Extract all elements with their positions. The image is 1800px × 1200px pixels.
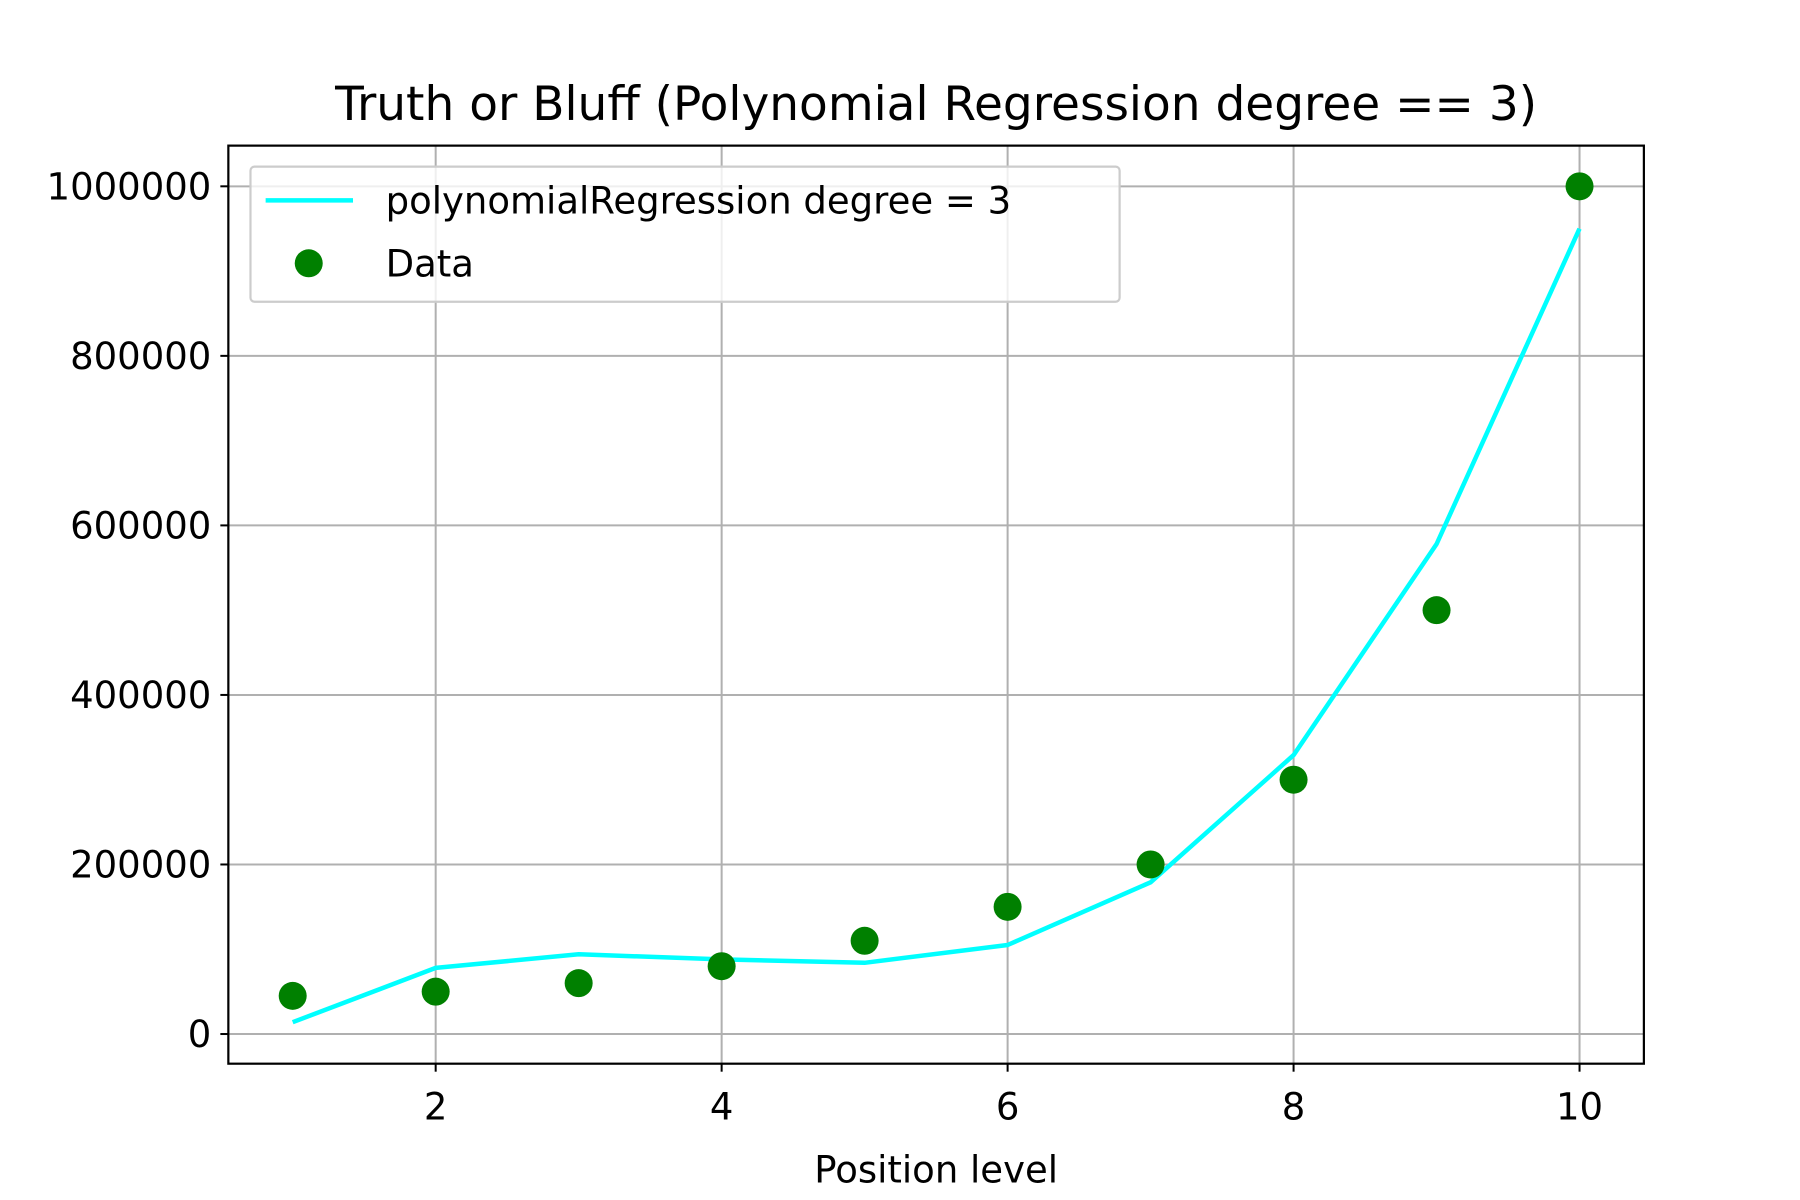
legend-box (249, 165, 1121, 303)
data-point (1422, 596, 1451, 625)
series-line-polynomial-regression (291, 227, 1582, 1025)
legend: polynomialRegression degree = 3 Data (249, 165, 1121, 303)
data-point (707, 952, 736, 981)
series-layer (278, 172, 1594, 1025)
data-point (1279, 765, 1308, 794)
y-tick-label: 600000 (70, 504, 211, 547)
x-tick-label: 6 (996, 1086, 1020, 1129)
data-point (278, 981, 307, 1010)
data-point (421, 977, 450, 1006)
x-axis-label: Position level (814, 1149, 1058, 1192)
x-tick-label: 8 (1282, 1086, 1306, 1129)
axis-ticks: 2 4 6 8 10 0 200000 400000 600000 800000 1000000 (47, 165, 1604, 1128)
data-point (993, 892, 1022, 921)
y-tick-label: 0 (188, 1013, 212, 1056)
legend-label: polynomialRegression degree = 3 (386, 179, 1012, 222)
legend-marker-swatch (294, 249, 323, 278)
data-point (564, 969, 593, 998)
data-point (1136, 850, 1165, 879)
y-tick-label: 1000000 (47, 165, 212, 208)
y-tick-label: 200000 (70, 843, 211, 886)
x-tick-label: 10 (1556, 1086, 1603, 1129)
y-tick-label: 800000 (70, 335, 211, 378)
data-point (850, 926, 879, 955)
y-tick-label: 400000 (70, 674, 211, 717)
legend-label: Data (386, 242, 474, 285)
chart-title: Truth or Bluff (Polynomial Regression de… (334, 77, 1537, 132)
data-point (1565, 172, 1594, 201)
x-tick-label: 4 (710, 1086, 734, 1129)
plot-frame (227, 144, 1645, 1065)
x-tick-label: 2 (424, 1086, 448, 1129)
